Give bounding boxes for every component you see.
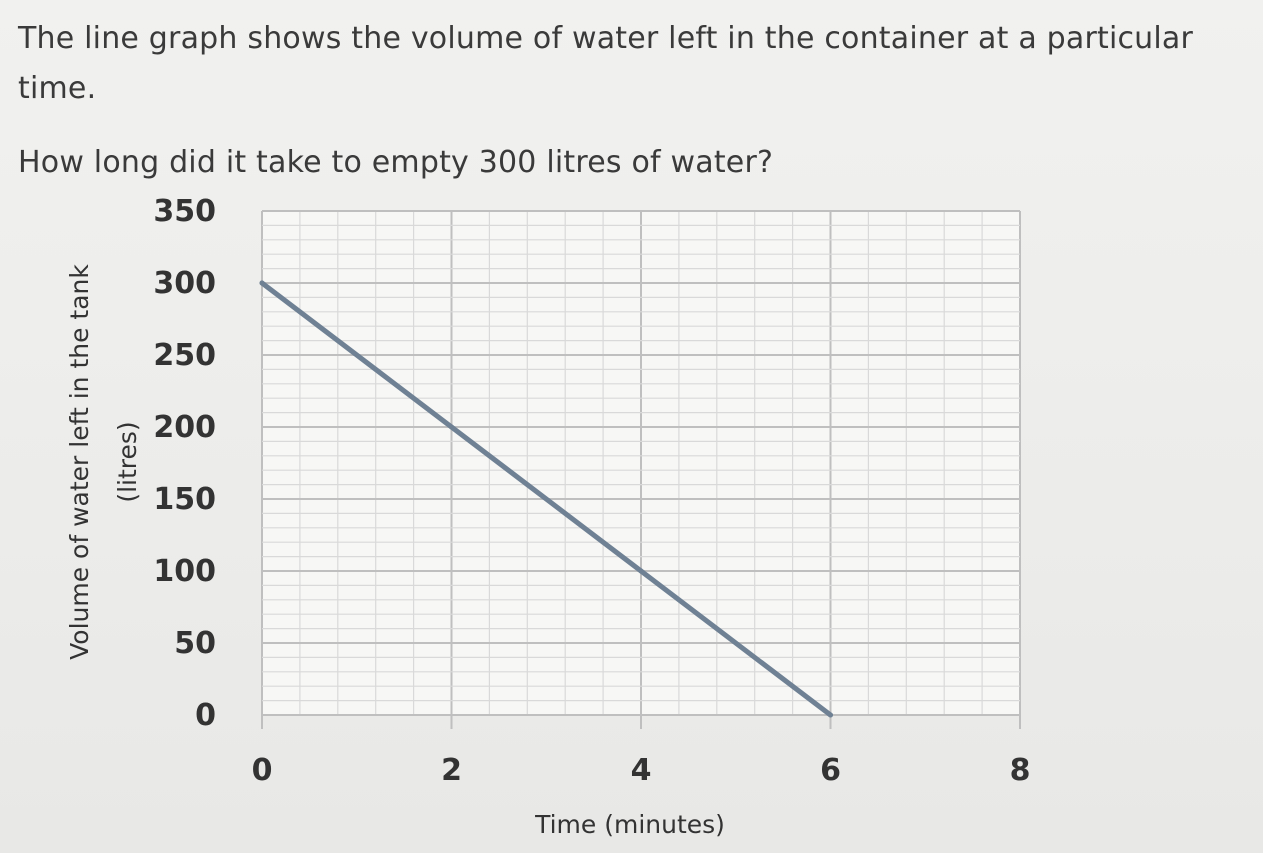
y-tick-label: 200 <box>153 410 216 445</box>
y-tick-label: 50 <box>174 626 216 661</box>
x-axis-label: Time (minutes) <box>534 810 725 839</box>
x-tick-labels: 0 2 4 6 8 <box>252 753 1031 788</box>
y-tick-labels: 0 50 100 150 200 250 300 350 <box>153 194 216 733</box>
x-tick-label: 6 <box>820 753 841 788</box>
y-tick-label: 150 <box>153 482 216 517</box>
data-point <box>259 280 265 286</box>
x-tick-label: 4 <box>631 753 652 788</box>
data-point <box>828 712 833 718</box>
data-point <box>449 424 454 430</box>
chart-grid <box>261 210 1021 729</box>
series-line <box>259 280 833 718</box>
question-intro: The line graph shows the volume of water… <box>18 21 1194 106</box>
y-tick-label: 350 <box>153 194 216 229</box>
question-ask: How long did it take to empty 300 litres… <box>18 145 774 180</box>
y-tick-label: 100 <box>153 554 216 589</box>
y-tick-label: 300 <box>153 266 216 301</box>
y-axis-label: Volume of water left in the tank <box>65 264 94 660</box>
question-text: The line graph shows the volume of water… <box>18 14 1248 188</box>
x-tick-label: 2 <box>441 753 462 788</box>
chart-series <box>259 280 833 718</box>
y-axis-label-units: (litres) <box>113 421 142 502</box>
data-point <box>638 568 644 574</box>
x-tick-label: 8 <box>1010 753 1031 788</box>
y-tick-label: 250 <box>153 338 216 373</box>
y-tick-label: 0 <box>195 698 216 733</box>
x-tick-label: 0 <box>252 753 273 788</box>
